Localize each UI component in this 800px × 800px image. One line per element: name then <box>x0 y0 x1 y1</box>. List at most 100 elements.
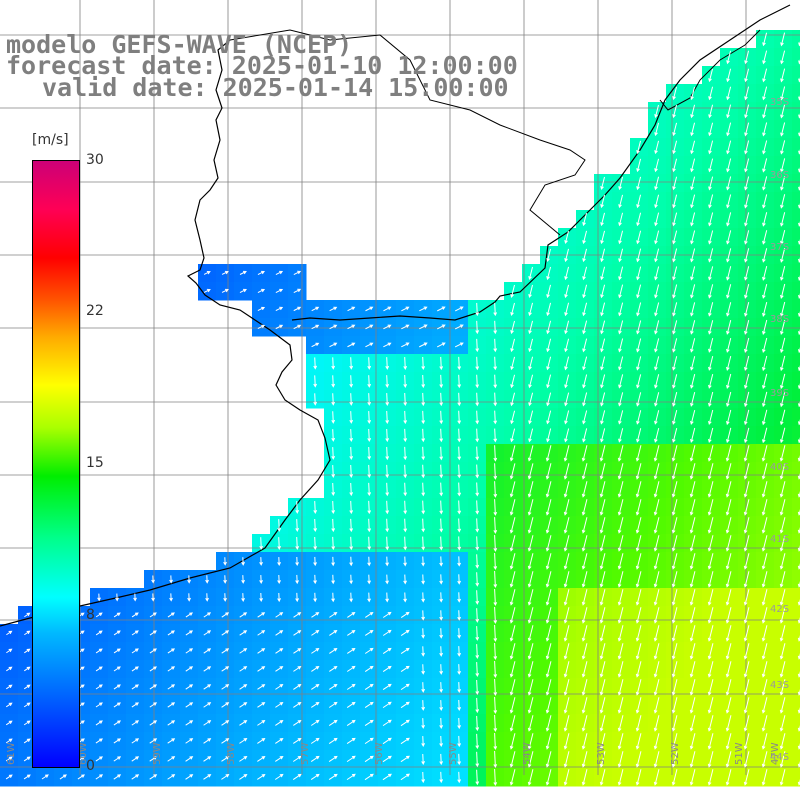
wind-cell <box>792 696 800 715</box>
wind-arrow <box>403 592 407 603</box>
wind-arrow <box>690 356 696 371</box>
wind-arrow <box>131 612 139 618</box>
wind-arrow <box>475 302 480 317</box>
wind-arrow <box>331 483 336 497</box>
wind-arrow <box>509 463 516 480</box>
wind-arrow <box>726 122 732 137</box>
wind-arrow <box>439 664 443 675</box>
wind-arrow <box>493 642 498 661</box>
wind-arrow <box>563 697 570 714</box>
wind-arrow <box>439 446 444 461</box>
wind-arrow <box>599 571 606 588</box>
wind-arrow <box>203 288 211 293</box>
wind-arrow <box>581 571 588 588</box>
wind-arrow <box>761 679 768 696</box>
wind-arrow <box>600 176 605 191</box>
wind-arrow <box>509 535 516 552</box>
wind-arrow <box>653 715 660 732</box>
wind-arrow <box>726 50 732 65</box>
wind-arrow <box>546 356 552 371</box>
wind-arrow <box>708 194 714 209</box>
wind-arrow <box>421 356 426 371</box>
wind-arrow <box>635 679 642 696</box>
wind-arrow <box>761 625 768 642</box>
wind-arrow <box>311 630 320 636</box>
wind-arrow <box>421 592 425 603</box>
wind-arrow <box>779 337 786 354</box>
wind-arrow <box>546 374 552 389</box>
wind-arrow <box>437 306 446 312</box>
wind-arrow <box>581 715 588 732</box>
wind-arrow <box>653 571 660 588</box>
wind-arrow <box>311 306 320 312</box>
wind-arrow <box>582 392 588 407</box>
wind-arrow <box>221 648 230 654</box>
wind-arrow <box>654 176 660 191</box>
wind-arrow <box>367 393 372 406</box>
wind-arrow <box>779 355 786 372</box>
wind-arrow <box>510 356 516 371</box>
wind-arrow <box>528 392 534 407</box>
wind-arrow <box>275 737 284 744</box>
wind-arrow <box>493 374 498 389</box>
wind-arrow <box>241 593 245 602</box>
wind-arrow <box>689 625 696 642</box>
wind-arrow <box>95 738 103 744</box>
wind-arrow <box>635 445 642 462</box>
wind-arrow <box>744 140 750 155</box>
wind-arrow <box>221 720 230 726</box>
wind-arrow <box>690 248 696 263</box>
wind-arrow <box>401 306 410 312</box>
wind-arrow <box>635 751 642 768</box>
wind-arrow <box>707 445 714 462</box>
wind-arrow <box>364 683 374 690</box>
wind-arrow <box>257 306 266 312</box>
wind-arrow <box>725 445 732 462</box>
wind-arrow <box>403 536 408 551</box>
wind-arrow <box>439 646 443 657</box>
wind-arrow <box>761 445 768 462</box>
wind-arrow <box>617 769 624 786</box>
wind-arrow <box>671 481 678 498</box>
wind-arrow <box>313 536 318 551</box>
wind-arrow <box>563 553 570 570</box>
wind-arrow <box>23 720 31 726</box>
wind-arrow <box>457 646 461 657</box>
wind-arrow <box>257 684 266 690</box>
wind-arrow <box>707 769 714 786</box>
wind-arrow <box>311 324 320 330</box>
wind-arrow <box>708 373 714 389</box>
wind-arrow <box>364 773 374 781</box>
wind-arrow <box>582 374 588 389</box>
wind-arrow <box>475 518 480 533</box>
wind-arrow <box>382 755 392 763</box>
wind-arrow <box>744 248 750 263</box>
wind-arrow <box>475 626 480 641</box>
wind-arrow <box>257 648 266 654</box>
wind-arrow <box>618 248 624 263</box>
wind-arrow <box>439 592 443 603</box>
wind-arrow <box>743 409 750 426</box>
wind-arrow <box>457 717 462 730</box>
wind-arrow <box>617 535 624 552</box>
wind-arrow <box>653 481 660 498</box>
wind-arrow <box>671 697 678 714</box>
wind-arrow <box>726 266 732 281</box>
wind-arrow <box>257 738 266 744</box>
wind-arrow <box>331 465 336 478</box>
wind-arrow <box>293 684 302 690</box>
wind-arrow <box>457 699 462 712</box>
wind-arrow <box>654 104 659 119</box>
wind-arrow <box>311 683 320 690</box>
wind-cell <box>792 48 800 67</box>
wind-arrow <box>421 500 426 515</box>
wind-arrow <box>744 266 750 281</box>
wind-arrow <box>331 357 336 370</box>
wind-arrow <box>743 733 750 750</box>
wind-arrow <box>364 665 374 672</box>
coastline-north <box>659 29 761 111</box>
wind-arrow <box>365 611 374 618</box>
wind-arrow <box>581 679 588 696</box>
wind-arrow <box>546 320 552 335</box>
